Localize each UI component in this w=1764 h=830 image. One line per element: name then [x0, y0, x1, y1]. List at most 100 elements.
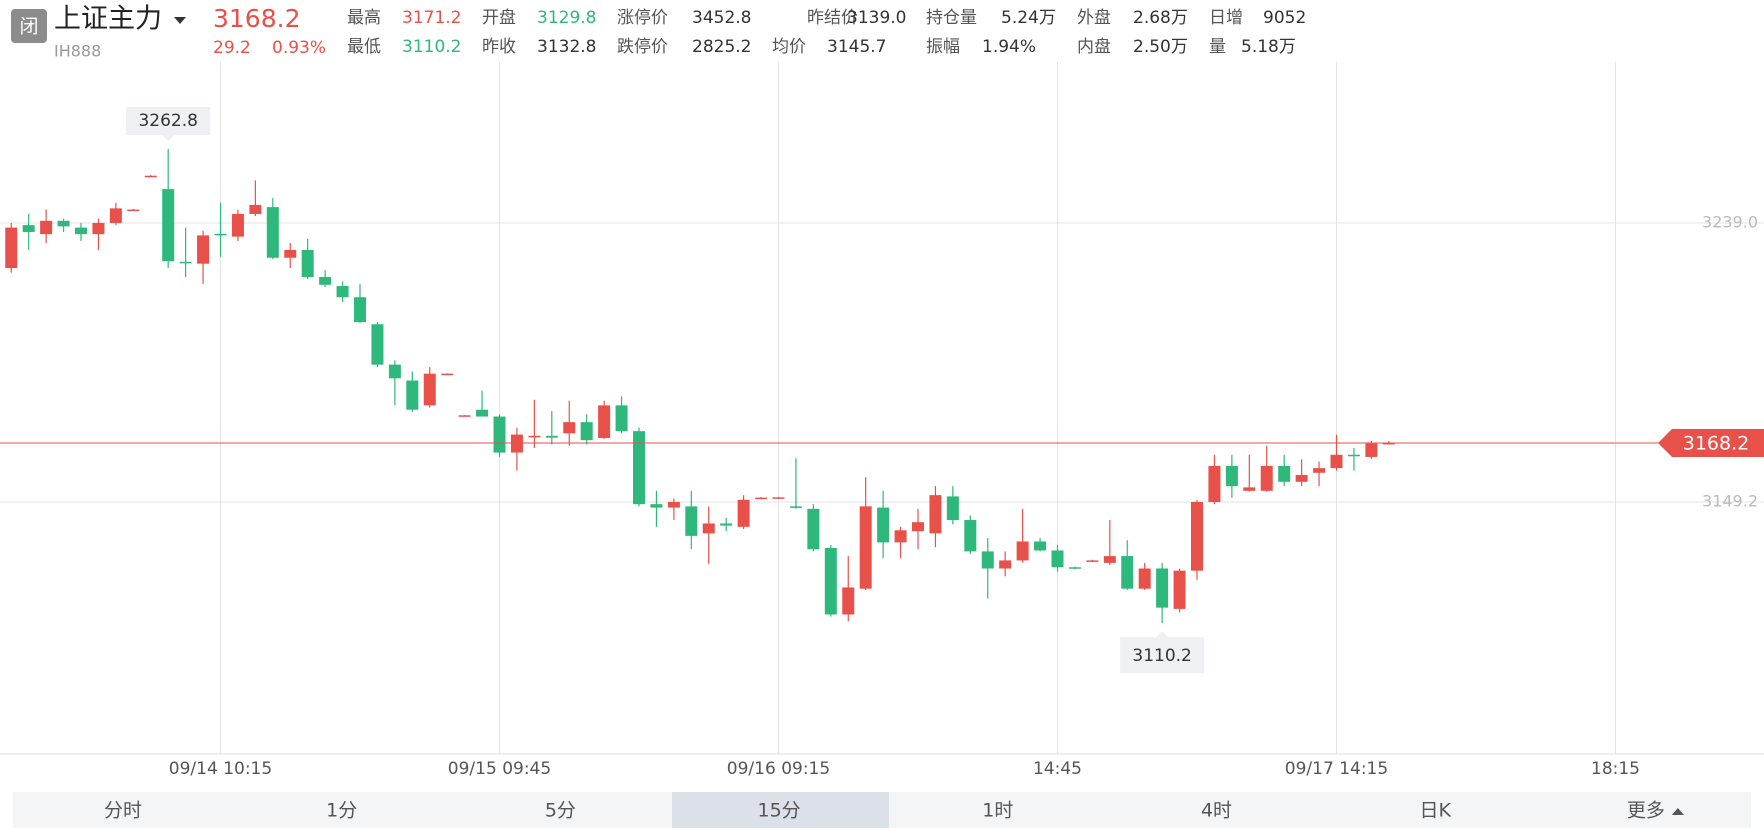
- candle-body: [545, 435, 558, 438]
- candle-body: [249, 204, 262, 214]
- change-pct: 0.93%: [272, 38, 326, 58]
- candle-body: [75, 227, 87, 235]
- candle-body: [981, 551, 994, 569]
- stat-value: 3139.0: [847, 8, 906, 28]
- candle-body: [458, 415, 471, 417]
- x-tick-label: 14:45: [1033, 759, 1082, 779]
- candle-body: [1208, 465, 1221, 502]
- candle-body: [894, 530, 907, 543]
- stat-label: 外盘: [1077, 8, 1111, 28]
- candle-body: [580, 422, 593, 441]
- candle-body: [842, 587, 855, 615]
- x-tick-label: 09/16 09:15: [727, 759, 830, 779]
- stat-label: 持仓量: [926, 8, 977, 28]
- instrument-name[interactable]: 上证主力: [54, 4, 162, 35]
- y-tick-label: 3149.2: [1702, 491, 1758, 510]
- stat-value: 3452.8: [692, 8, 751, 28]
- candle-body: [406, 380, 419, 410]
- candle-body: [1191, 501, 1203, 571]
- candle-body: [1347, 454, 1360, 457]
- candle-body: [563, 422, 576, 434]
- candle-body: [737, 499, 750, 527]
- candle-body: [144, 175, 157, 178]
- candle-body: [1278, 465, 1291, 482]
- stat-value: 5.24万: [1001, 8, 1056, 28]
- candle-body: [999, 560, 1012, 569]
- candle-body: [1086, 560, 1099, 562]
- candle-body: [231, 213, 244, 237]
- stat-value: 3132.8: [537, 37, 596, 57]
- price: 3168.2: [213, 4, 300, 33]
- candle-body: [1103, 556, 1116, 563]
- candle-body: [109, 208, 122, 223]
- candle-body: [1260, 465, 1273, 491]
- candle-body: [807, 508, 820, 550]
- stat-label: 昨收: [482, 37, 516, 57]
- candle-body: [755, 497, 768, 500]
- tab-arrow[interactable]: [1671, 808, 1684, 815]
- stat-value: 2.68万: [1133, 8, 1188, 28]
- candle-body: [493, 416, 506, 453]
- candle-body: [5, 227, 18, 269]
- candle-body: [127, 209, 140, 212]
- candle-body: [1051, 550, 1064, 568]
- dropdown-arrow[interactable]: [174, 17, 186, 24]
- candle-body: [946, 496, 959, 521]
- tab[interactable]: 日K: [1419, 800, 1451, 822]
- candle-body: [162, 189, 175, 262]
- candle-body: [1173, 570, 1186, 609]
- stat-label: 开盘: [482, 8, 516, 28]
- candle-body: [824, 547, 837, 615]
- last-price-badge: [1658, 428, 1764, 457]
- stat-value: 3110.2: [402, 37, 461, 57]
- instrument-code: IH888: [54, 42, 101, 61]
- candle-body: [720, 523, 733, 526]
- high-annotation-box: [126, 107, 211, 142]
- candle-body: [1156, 568, 1169, 608]
- stat-label: 涨停价: [617, 8, 668, 28]
- candle-body: [528, 435, 541, 438]
- candle-body: [266, 207, 279, 258]
- stat-value: 2.50万: [1133, 37, 1188, 57]
- tab[interactable]: 分时: [104, 800, 142, 822]
- stat-label: 最低: [347, 37, 381, 57]
- stat-label: 振幅: [926, 37, 960, 57]
- candle-body: [702, 523, 715, 534]
- status-badge: [11, 9, 47, 43]
- tab[interactable]: 更多: [1627, 800, 1665, 822]
- last-price-label: 3168.2: [1683, 432, 1749, 454]
- candle-body: [1225, 465, 1238, 487]
- candle-body: [633, 431, 645, 505]
- candle-body: [40, 220, 53, 235]
- stat-label: 均价: [772, 37, 806, 57]
- candle-body: [1382, 442, 1395, 445]
- x-tick-label: 09/15 09:45: [448, 759, 551, 779]
- candle-body: [1330, 454, 1343, 469]
- change: 29.2: [213, 38, 251, 58]
- candle-body: [214, 233, 227, 236]
- stat-label: 跌停价: [617, 37, 668, 57]
- tab-selected: [672, 792, 889, 828]
- tab[interactable]: 15分: [758, 800, 801, 822]
- candle-body: [388, 364, 401, 379]
- candle-body: [354, 297, 366, 323]
- y-tick-label: 3239.0: [1702, 212, 1758, 231]
- candle-body: [336, 286, 349, 298]
- candle-body: [476, 409, 489, 417]
- candle-body: [964, 520, 977, 552]
- status: 闭: [19, 16, 38, 38]
- stat-label: 昨结价: [807, 8, 858, 28]
- high-annotation: 3262.8: [138, 111, 197, 131]
- tab[interactable]: 1分: [326, 800, 357, 822]
- candle-body: [319, 277, 332, 285]
- candle-body: [197, 235, 210, 264]
- candle-body: [371, 324, 384, 365]
- candle-body: [284, 249, 297, 258]
- tab[interactable]: 5分: [545, 800, 576, 822]
- low-annotation: 3110.2: [1132, 646, 1191, 666]
- candle-body: [598, 405, 611, 438]
- tab[interactable]: 4时: [1201, 800, 1232, 822]
- stat-label: 日增: [1209, 8, 1243, 28]
- tab[interactable]: 1时: [982, 800, 1013, 822]
- candle-body: [510, 434, 523, 453]
